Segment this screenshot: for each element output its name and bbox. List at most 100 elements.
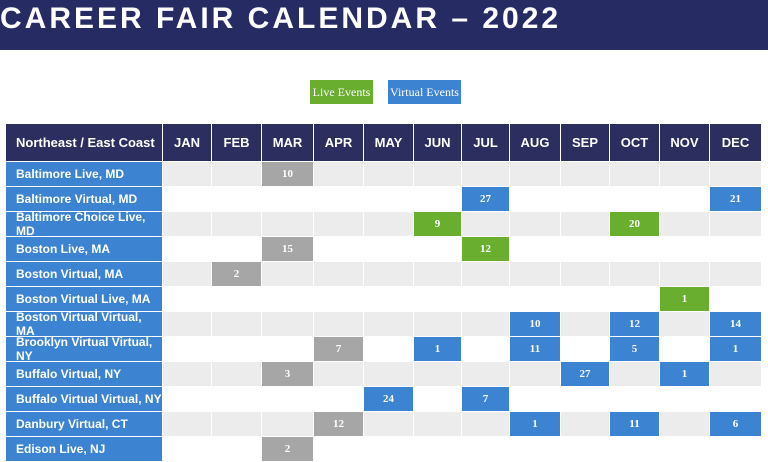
empty-cell bbox=[610, 437, 660, 462]
empty-cell bbox=[510, 162, 561, 187]
empty-cell bbox=[212, 437, 262, 462]
event-cell: 2 bbox=[212, 262, 262, 287]
empty-cell bbox=[364, 312, 414, 337]
event-cell: 5 bbox=[610, 337, 660, 362]
empty-cell bbox=[660, 437, 710, 462]
empty-cell bbox=[262, 287, 314, 312]
title-bar: CAREER FAIR CALENDAR – 2022 bbox=[0, 0, 768, 50]
empty-cell bbox=[510, 362, 561, 387]
empty-cell bbox=[212, 362, 262, 387]
event-cell: 1 bbox=[660, 287, 710, 312]
empty-cell bbox=[414, 362, 462, 387]
empty-cell bbox=[364, 337, 414, 362]
empty-cell bbox=[710, 237, 762, 262]
empty-cell bbox=[414, 162, 462, 187]
empty-cell bbox=[163, 262, 212, 287]
empty-cell bbox=[610, 187, 660, 212]
empty-cell bbox=[262, 387, 314, 412]
empty-cell bbox=[561, 437, 610, 462]
event-cell: 12 bbox=[314, 412, 364, 437]
empty-cell bbox=[660, 262, 710, 287]
empty-cell bbox=[561, 387, 610, 412]
empty-cell bbox=[163, 187, 212, 212]
event-cell: 12 bbox=[610, 312, 660, 337]
event-cell: 1 bbox=[414, 337, 462, 362]
empty-cell bbox=[212, 162, 262, 187]
empty-cell bbox=[610, 162, 660, 187]
empty-cell bbox=[262, 337, 314, 362]
empty-cell bbox=[561, 287, 610, 312]
event-cell: 10 bbox=[510, 312, 561, 337]
empty-cell bbox=[163, 337, 212, 362]
event-cell: 24 bbox=[364, 387, 414, 412]
month-header: MAY bbox=[364, 124, 414, 162]
corner-header: Northeast / East Coast bbox=[6, 124, 163, 162]
empty-cell bbox=[314, 237, 364, 262]
empty-cell bbox=[510, 387, 561, 412]
empty-cell bbox=[414, 237, 462, 262]
empty-cell bbox=[364, 212, 414, 237]
empty-cell bbox=[710, 212, 762, 237]
empty-cell bbox=[364, 162, 414, 187]
empty-cell bbox=[610, 387, 660, 412]
row-label: Baltimore Virtual, MD bbox=[6, 187, 163, 212]
event-cell: 27 bbox=[462, 187, 510, 212]
event-cell: 1 bbox=[660, 362, 710, 387]
empty-cell bbox=[163, 287, 212, 312]
empty-cell bbox=[610, 362, 660, 387]
empty-cell bbox=[262, 312, 314, 337]
empty-cell bbox=[163, 162, 212, 187]
empty-cell bbox=[163, 362, 212, 387]
row-label: Boston Virtual Live, MA bbox=[6, 287, 163, 312]
empty-cell bbox=[262, 412, 314, 437]
empty-cell bbox=[262, 212, 314, 237]
empty-cell bbox=[314, 437, 364, 462]
empty-cell bbox=[660, 237, 710, 262]
empty-cell bbox=[212, 212, 262, 237]
empty-cell bbox=[163, 387, 212, 412]
event-cell: 1 bbox=[510, 412, 561, 437]
row-label: Boston Virtual, MA bbox=[6, 262, 163, 287]
empty-cell bbox=[262, 187, 314, 212]
month-header: DEC bbox=[710, 124, 762, 162]
legend-item[interactable]: Live Events bbox=[310, 80, 373, 104]
event-cell: 11 bbox=[510, 337, 561, 362]
event-cell: 10 bbox=[262, 162, 314, 187]
month-header: NOV bbox=[660, 124, 710, 162]
month-header: SEP bbox=[561, 124, 610, 162]
month-header: JUL bbox=[462, 124, 510, 162]
empty-cell bbox=[212, 312, 262, 337]
empty-cell bbox=[314, 287, 364, 312]
row-label: Boston Live, MA bbox=[6, 237, 163, 262]
empty-cell bbox=[510, 212, 561, 237]
row-label: Brooklyn Virtual Virtual, NY bbox=[6, 335, 163, 363]
empty-cell bbox=[262, 262, 314, 287]
empty-cell bbox=[710, 437, 762, 462]
empty-cell bbox=[561, 262, 610, 287]
empty-cell bbox=[510, 262, 561, 287]
event-cell: 2 bbox=[262, 437, 314, 462]
empty-cell bbox=[462, 287, 510, 312]
empty-cell bbox=[414, 312, 462, 337]
empty-cell bbox=[364, 262, 414, 287]
event-cell: 12 bbox=[462, 237, 510, 262]
event-cell: 7 bbox=[462, 387, 510, 412]
empty-cell bbox=[212, 287, 262, 312]
empty-cell bbox=[414, 287, 462, 312]
event-cell: 6 bbox=[710, 412, 762, 437]
empty-cell bbox=[561, 162, 610, 187]
empty-cell bbox=[462, 262, 510, 287]
empty-cell bbox=[510, 187, 561, 212]
row-label: Baltimore Live, MD bbox=[6, 162, 163, 187]
empty-cell bbox=[314, 212, 364, 237]
empty-cell bbox=[660, 412, 710, 437]
empty-cell bbox=[163, 437, 212, 462]
empty-cell bbox=[710, 287, 762, 312]
empty-cell bbox=[710, 387, 762, 412]
month-header: OCT bbox=[610, 124, 660, 162]
legend-item[interactable]: Virtual Events bbox=[388, 80, 461, 104]
empty-cell bbox=[510, 237, 561, 262]
empty-cell bbox=[163, 212, 212, 237]
event-cell: 14 bbox=[710, 312, 762, 337]
empty-cell bbox=[462, 412, 510, 437]
